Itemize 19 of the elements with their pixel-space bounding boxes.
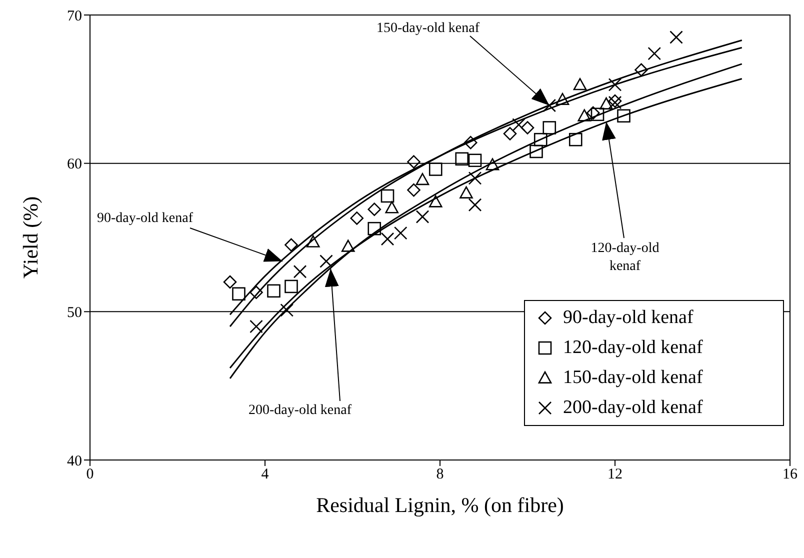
annotation: 150-day-old kenaf: [376, 21, 480, 36]
x-axis-title: Residual Lignin, % (on fibre): [316, 493, 564, 517]
y-axis-title: Yield (%): [18, 196, 42, 279]
legend-label: 90-day-old kenaf: [563, 307, 694, 329]
x-tick-label: 4: [261, 466, 270, 483]
y-tick-label: 60: [67, 156, 82, 173]
x-tick-label: 12: [608, 466, 622, 483]
legend-label: 200-day-old kenaf: [563, 397, 703, 419]
legend-label: 150-day-old kenaf: [563, 367, 703, 389]
annotation: 200-day-old kenaf: [248, 403, 352, 418]
y-tick-label: 50: [67, 304, 82, 321]
x-tick-label: 16: [782, 466, 798, 483]
x-tick-label: 8: [436, 466, 444, 483]
legend-label: 120-day-old kenaf: [563, 337, 703, 359]
y-tick-label: 70: [67, 8, 82, 24]
y-tick-label: 40: [67, 453, 82, 470]
x-tick-label: 0: [86, 466, 94, 483]
annotation: 120-day-old kenaf: [590, 241, 660, 274]
annotation: 90-day-old kenaf: [96, 211, 194, 226]
